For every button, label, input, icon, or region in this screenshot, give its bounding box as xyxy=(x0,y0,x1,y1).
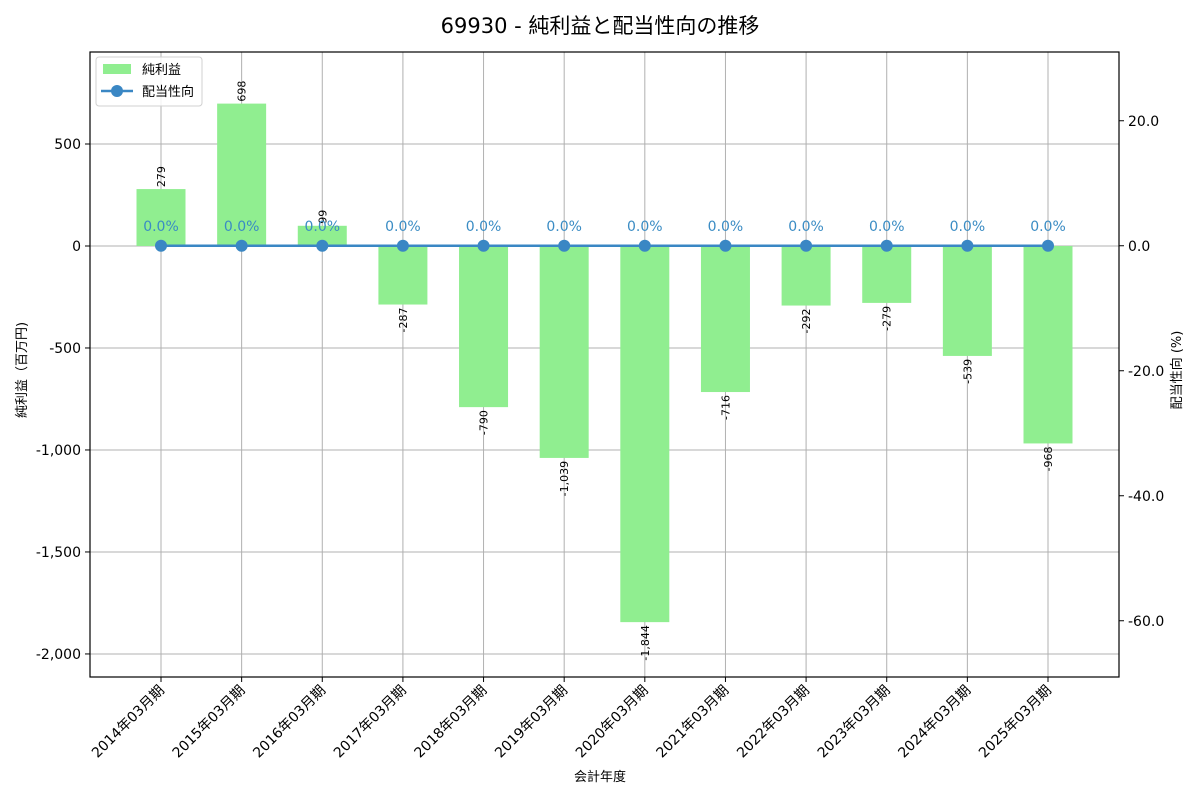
x-tick-label: 2022年03月期 xyxy=(734,683,813,762)
y2-tick-label: -60.0 xyxy=(1128,614,1164,630)
payout-ratio-marker xyxy=(316,239,329,252)
bar xyxy=(781,245,831,306)
x-axis-label: 会計年度 xyxy=(574,769,626,785)
plot-border xyxy=(89,51,1120,678)
chart-title: 69930 - 純利益と配当性向の推移 xyxy=(441,14,760,38)
payout-ratio-marker xyxy=(1042,239,1054,252)
bar-value-label: -968 xyxy=(1042,446,1055,471)
bar xyxy=(539,245,589,458)
legend-label: 純利益 xyxy=(142,63,181,78)
payout-ratio-marker xyxy=(719,239,732,252)
payout-ratio-label: 0.0% xyxy=(143,219,179,235)
bar-value-label: 279 xyxy=(155,166,168,187)
payout-ratio-marker xyxy=(235,239,248,252)
bar xyxy=(700,245,750,393)
x-tick-label: 2021年03月期 xyxy=(653,683,732,762)
payout-ratio-label: 0.0% xyxy=(627,219,663,235)
bar-value-label: -1,844 xyxy=(639,625,652,660)
payout-ratio-label: 0.0% xyxy=(546,219,582,235)
y2-tick-label: -40.0 xyxy=(1128,489,1164,505)
payout-ratio-label: 0.0% xyxy=(1030,219,1066,235)
payout-ratio-marker xyxy=(477,239,490,252)
bar xyxy=(136,189,186,246)
payout-ratio-label: 0.0% xyxy=(788,219,824,235)
bar-value-label: -539 xyxy=(961,359,974,384)
y-tick-label: -1,000 xyxy=(36,443,81,459)
y-tick-label: 500 xyxy=(54,137,81,153)
bar xyxy=(297,225,347,246)
x-tick-label: 2025年03月期 xyxy=(976,683,1055,762)
y-axis-right: 20.0 0.0 -20.0 -40.0 -60.0 xyxy=(1119,114,1164,630)
bar xyxy=(862,245,912,303)
payout-ratio-marker xyxy=(880,239,893,252)
x-tick-label: 2024年03月期 xyxy=(895,683,974,762)
x-tick-label: 2019年03月期 xyxy=(492,683,571,762)
x-tick-label: 2020年03月期 xyxy=(573,683,652,762)
payout-ratio-label: 0.0% xyxy=(304,219,340,235)
payout-ratio-marker xyxy=(800,239,813,252)
x-tick-label: 2016年03月期 xyxy=(250,683,329,762)
bar-value-label: -716 xyxy=(719,395,732,420)
y-tick-label: 0 xyxy=(72,239,81,255)
y-axis-left: 500 0 -500 -1,000 -1,500 -2,000 xyxy=(36,137,90,663)
bar-value-label: -1,039 xyxy=(558,461,571,496)
payout-ratio-label: 0.0% xyxy=(466,219,502,235)
payout-ratio-marker xyxy=(396,239,409,252)
bar-value-label: -292 xyxy=(800,309,813,334)
payout-ratio-marker xyxy=(638,239,651,252)
bar-value-label: -279 xyxy=(881,306,894,331)
x-tick-label: 2015年03月期 xyxy=(170,683,249,762)
bar xyxy=(378,245,428,305)
x-axis: 2014年03月期 2015年03月期 2016年03月期 2017年03月期 2018… xyxy=(89,677,1055,761)
legend-label: 配当性向 xyxy=(142,84,194,100)
line-series-payout-ratio: 0.0% 0.0% 0.0% 0.0% 0.0% 0.0% 0.0% 0.0% 0.0% 0.0%… xyxy=(143,219,1066,252)
y-tick-label: -2,000 xyxy=(36,647,81,663)
payout-ratio-marker xyxy=(155,239,167,252)
bar-value-label: 99 xyxy=(316,210,329,224)
x-tick-label: 2018年03月期 xyxy=(412,683,491,762)
y-tick-label: -1,500 xyxy=(36,545,81,561)
y2-tick-label: 0.0 xyxy=(1128,239,1150,255)
payout-ratio-label: 0.0% xyxy=(708,219,744,235)
bar xyxy=(217,103,267,246)
plot-frame xyxy=(89,51,1120,678)
legend-swatch-bar xyxy=(103,64,131,74)
payout-ratio-label: 0.0% xyxy=(385,219,421,235)
x-tick-label: 2023年03月期 xyxy=(815,683,894,762)
bar xyxy=(942,245,992,356)
payout-ratio-label: 0.0% xyxy=(950,219,986,235)
bar-value-label: -287 xyxy=(397,308,410,333)
y2-tick-label: 20.0 xyxy=(1128,114,1159,130)
payout-ratio-marker xyxy=(558,239,571,252)
y2-tick-label: -20.0 xyxy=(1128,364,1164,380)
payout-ratio-label: 0.0% xyxy=(224,219,260,235)
bar xyxy=(1023,245,1073,444)
y2-axis-label: 配当性向 (%) xyxy=(1169,331,1185,410)
bar-series-net-income: 279 698 99 -287 -790 -1,039 -1,844 -716 -292 -279… xyxy=(136,81,1073,661)
legend-swatch-marker xyxy=(111,85,123,97)
bar xyxy=(459,245,509,408)
bar xyxy=(620,245,670,623)
bar-value-label: -790 xyxy=(478,410,491,435)
payout-ratio-label: 0.0% xyxy=(869,219,905,235)
y-axis-label: 純利益（百万円) xyxy=(15,322,30,418)
x-tick-label: 2014年03月期 xyxy=(89,683,168,762)
x-tick-label: 2017年03月期 xyxy=(331,683,410,762)
y-tick-label: -500 xyxy=(49,341,81,357)
payout-ratio-marker xyxy=(961,239,974,252)
bar-value-label: 698 xyxy=(236,81,249,102)
